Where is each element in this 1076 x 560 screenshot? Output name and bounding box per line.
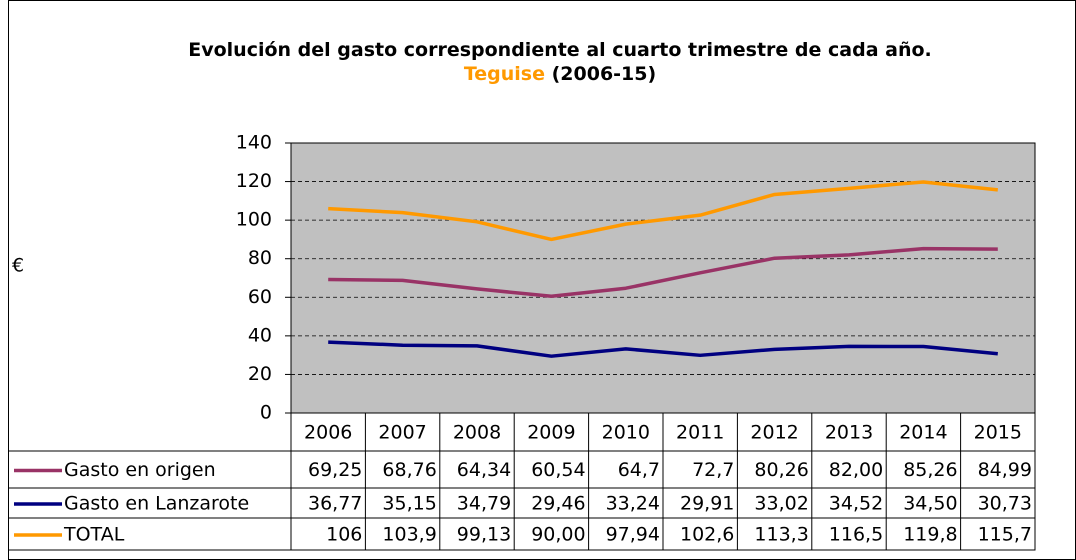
y-tick-label: 60 xyxy=(248,286,272,308)
x-tick-label: 2012 xyxy=(750,422,798,444)
series-line xyxy=(328,246,998,298)
table-value: 84,99 xyxy=(978,459,1032,481)
table-value: 102,6 xyxy=(680,524,734,546)
table-value: 60,54 xyxy=(531,459,585,481)
table-value: 30,73 xyxy=(978,493,1032,515)
y-tick-label: 0 xyxy=(260,402,272,424)
plot-area xyxy=(290,142,1036,414)
table-value: 34,50 xyxy=(903,493,957,515)
table-value: 116,5 xyxy=(829,524,883,546)
legend-label: TOTAL xyxy=(63,524,125,546)
y-axis-label: € xyxy=(12,255,24,277)
x-tick-label: 2013 xyxy=(825,422,873,444)
table-value: 34,79 xyxy=(457,493,511,515)
y-tick-label: 40 xyxy=(248,324,272,346)
x-tick-label: 2015 xyxy=(974,422,1022,444)
table-value: 113,3 xyxy=(754,524,808,546)
table-value: 64,34 xyxy=(457,459,511,481)
table-value: 80,26 xyxy=(754,459,808,481)
y-tick-label: 20 xyxy=(248,363,272,385)
table-value: 69,25 xyxy=(308,459,362,481)
y-tick-label: 120 xyxy=(236,170,272,192)
table-value: 33,02 xyxy=(754,493,808,515)
table-value: 90,00 xyxy=(531,524,585,546)
table-value: 68,76 xyxy=(382,459,436,481)
y-tick-label: 100 xyxy=(236,209,272,231)
title-text: Evolución del gasto correspondiente al c… xyxy=(188,39,932,61)
legend-label: Gasto en Lanzarote xyxy=(64,493,249,515)
x-tick-label: 2006 xyxy=(304,422,352,444)
table-value: 29,91 xyxy=(680,493,734,515)
title-suffix: (2006-15) xyxy=(551,63,657,85)
x-tick-label: 2007 xyxy=(378,422,426,444)
table-value: 119,8 xyxy=(903,524,957,546)
table-value: 35,15 xyxy=(382,493,436,515)
table-value: 97,94 xyxy=(606,524,660,546)
table-value: 106 xyxy=(326,524,362,546)
table-value: 99,13 xyxy=(457,524,511,546)
legend-label: Gasto en origen xyxy=(64,459,216,481)
table-value: 115,7 xyxy=(978,524,1032,546)
title-highlight: Teguise xyxy=(463,63,545,85)
table-value: 33,24 xyxy=(606,493,660,515)
table-value: 103,9 xyxy=(382,524,436,546)
y-tick-label: 80 xyxy=(248,247,272,269)
table-value: 29,46 xyxy=(531,493,585,515)
table-value: 34,52 xyxy=(829,493,883,515)
x-tick-label: 2010 xyxy=(602,422,650,444)
x-tick-label: 2011 xyxy=(676,422,724,444)
series-line xyxy=(328,340,998,358)
y-tick-label: 140 xyxy=(236,132,272,154)
x-tick-label: 2014 xyxy=(899,422,947,444)
x-tick-label: 2008 xyxy=(453,422,501,444)
table-value: 72,7 xyxy=(692,459,734,481)
table-value: 64,7 xyxy=(618,459,660,481)
x-tick-label: 2009 xyxy=(527,422,575,444)
table-value: 36,77 xyxy=(308,493,362,515)
chart-title: Evolución del gasto correspondiente al c… xyxy=(150,38,970,86)
table-value: 85,26 xyxy=(903,459,957,481)
table-value: 82,00 xyxy=(829,459,883,481)
series-line xyxy=(328,180,998,242)
